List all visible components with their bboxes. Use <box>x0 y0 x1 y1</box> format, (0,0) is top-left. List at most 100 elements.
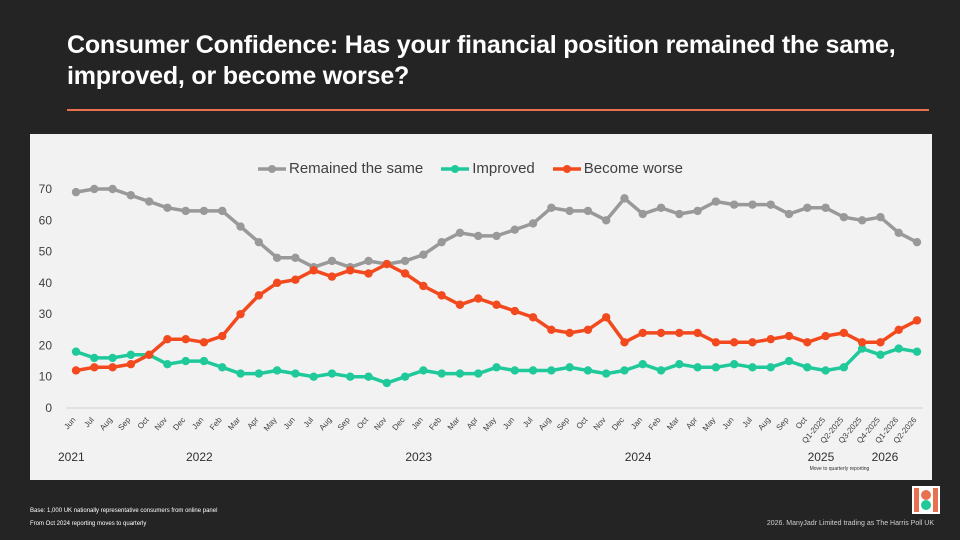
series-point-1 <box>309 372 318 381</box>
year-label: 2025 <box>808 450 835 464</box>
series-point-2 <box>236 309 245 319</box>
series-point-0 <box>748 200 757 209</box>
series-point-0 <box>656 203 666 212</box>
x-tick-label: Jul <box>521 415 535 429</box>
series-point-0 <box>400 256 410 266</box>
series-point-0 <box>364 256 373 266</box>
series-point-0 <box>693 206 702 216</box>
series-point-2 <box>876 338 885 347</box>
series-point-2 <box>309 266 318 275</box>
year-label: 2026 <box>872 450 899 464</box>
x-tick-label: Nov <box>153 416 169 433</box>
series-point-0 <box>437 237 446 247</box>
series-point-0 <box>638 209 647 219</box>
series-point-1 <box>876 350 885 360</box>
series-line-0 <box>74 187 919 269</box>
series-point-1 <box>766 363 775 372</box>
series-point-1 <box>419 366 428 375</box>
series-point-2 <box>71 366 81 375</box>
series-point-2 <box>784 331 794 341</box>
series-point-1 <box>729 360 739 369</box>
series-point-2 <box>620 338 629 347</box>
x-tick-label: Jul <box>741 415 755 429</box>
series-point-1 <box>254 369 264 378</box>
y-tick-label: 30 <box>39 307 53 321</box>
series-point-2 <box>455 300 465 309</box>
series-point-1 <box>547 366 556 375</box>
series-point-2 <box>547 325 556 334</box>
series-point-2 <box>492 300 501 309</box>
year-label: 2021 <box>58 450 85 464</box>
series-point-0 <box>711 197 721 206</box>
x-tick-label: Sep <box>775 415 791 432</box>
x-tick-label: Feb <box>647 415 663 432</box>
legend-label-worse: Become worse <box>583 160 683 177</box>
series-point-0 <box>766 200 775 209</box>
series-point-0 <box>327 256 337 266</box>
footnote-reporting: From Oct 2024 reporting moves to quarter… <box>30 521 147 527</box>
series-point-1 <box>163 360 172 369</box>
series-point-2 <box>912 316 922 325</box>
series-point-1 <box>638 360 647 369</box>
series-point-1 <box>748 363 757 372</box>
series-point-2 <box>181 334 190 344</box>
series-point-1 <box>894 344 903 353</box>
series-point-2 <box>90 363 99 372</box>
series-point-1 <box>272 366 282 375</box>
y-tick-label: 40 <box>39 276 53 290</box>
x-tick-label: Aug <box>537 416 553 433</box>
series-point-0 <box>455 228 465 237</box>
x-tick-label: May <box>481 416 498 433</box>
series-point-1 <box>656 366 666 375</box>
series-point-1 <box>803 363 812 372</box>
series-point-0 <box>784 209 794 219</box>
page-title: Consumer Confidence: Has your financial … <box>67 31 896 90</box>
series-point-0 <box>583 206 593 216</box>
series-point-2 <box>857 338 867 347</box>
series-point-1 <box>675 360 684 369</box>
series-point-2 <box>601 313 611 322</box>
series-point-1 <box>346 372 355 381</box>
x-tick-label: Dec <box>391 416 407 433</box>
series-point-1 <box>126 350 136 360</box>
series-point-0 <box>821 203 830 212</box>
series-point-2 <box>766 334 775 344</box>
x-tick-label: Jul <box>302 415 316 429</box>
series-point-1 <box>583 366 593 375</box>
series-point-2 <box>510 306 519 316</box>
title-divider <box>67 109 929 111</box>
series-point-1 <box>90 353 99 363</box>
x-tick-label: Oct <box>794 415 809 431</box>
series-point-2 <box>254 291 264 300</box>
y-tick-label: 50 <box>39 245 53 259</box>
series-point-2 <box>729 338 739 347</box>
series-point-1 <box>437 369 446 378</box>
series-point-1 <box>492 363 501 372</box>
series-point-2 <box>108 363 117 372</box>
series-point-0 <box>163 203 172 212</box>
series-point-0 <box>876 212 885 222</box>
series-point-0 <box>729 200 739 209</box>
series-point-1 <box>857 344 867 353</box>
series-point-1 <box>474 369 483 378</box>
y-tick-label: 0 <box>45 401 52 415</box>
series-point-2 <box>144 350 154 360</box>
series-point-1 <box>181 356 190 366</box>
series-point-2 <box>528 313 538 322</box>
series-point-0 <box>236 222 245 231</box>
x-tick-label: Apr <box>245 415 260 431</box>
series-point-2 <box>656 328 666 338</box>
series-point-2 <box>821 331 830 341</box>
series-point-0 <box>126 191 136 200</box>
legend-label-remained: Remained the same <box>289 160 424 177</box>
series-point-2 <box>400 269 410 278</box>
year-label: 2022 <box>186 450 213 464</box>
x-tick-label: Aug <box>317 416 333 433</box>
series-point-2 <box>748 338 757 347</box>
series-point-1 <box>108 353 117 363</box>
series-point-2 <box>474 294 483 303</box>
series-point-1 <box>784 356 794 366</box>
series-point-0 <box>181 206 190 216</box>
series-point-2 <box>364 269 373 278</box>
legend-swatch-improved <box>441 164 470 173</box>
